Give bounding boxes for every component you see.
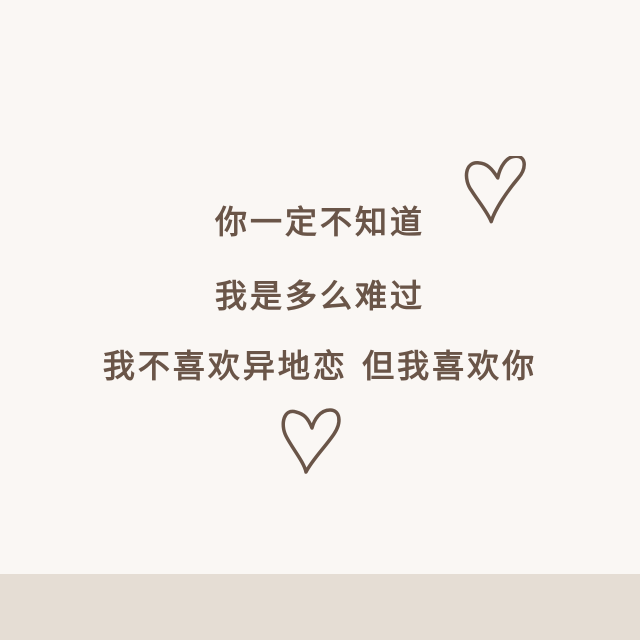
heart-icon xyxy=(464,156,526,224)
bottom-band xyxy=(0,574,640,640)
text-line-1: 你一定不知道 xyxy=(214,203,425,241)
text-line-2: 我是多么难过 xyxy=(214,277,425,315)
text-line-3: 我不喜欢异地恋 但我喜欢你 xyxy=(102,347,538,385)
heart-icon xyxy=(281,408,341,474)
